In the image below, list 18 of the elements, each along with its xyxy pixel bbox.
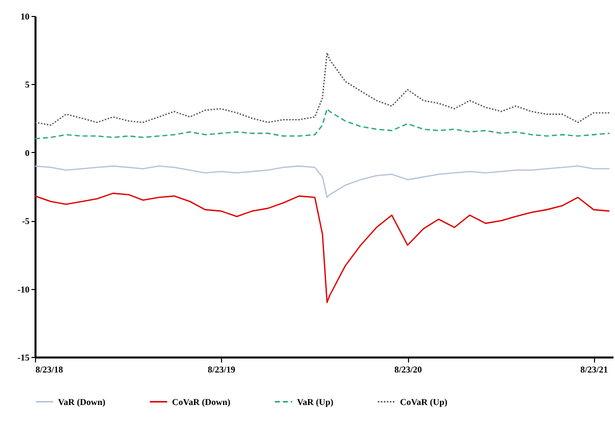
line-series <box>34 165 610 198</box>
y-tick-label: 10 <box>20 12 30 22</box>
x-tick-label: 8/23/21 <box>580 364 608 374</box>
legend-label: CoVaR (Up) <box>400 396 448 407</box>
y-tick-label: 0 <box>25 148 30 158</box>
y-tick-label: -5 <box>22 216 30 226</box>
y-tick-label: 5 <box>25 80 30 90</box>
line-series <box>34 108 610 140</box>
line-series <box>34 52 610 126</box>
x-tick-label: 8/23/19 <box>208 364 236 374</box>
y-tick-label: -15 <box>18 352 30 362</box>
legend-label: VaR (Down) <box>58 396 106 407</box>
line-series <box>34 192 610 304</box>
y-tick-label: -10 <box>18 284 30 294</box>
legend-label: CoVaR (Down) <box>172 396 230 407</box>
x-tick-label: 8/23/20 <box>394 364 422 374</box>
legend-label: VaR (Up) <box>297 396 334 407</box>
x-tick-label: 8/23/18 <box>36 364 64 374</box>
